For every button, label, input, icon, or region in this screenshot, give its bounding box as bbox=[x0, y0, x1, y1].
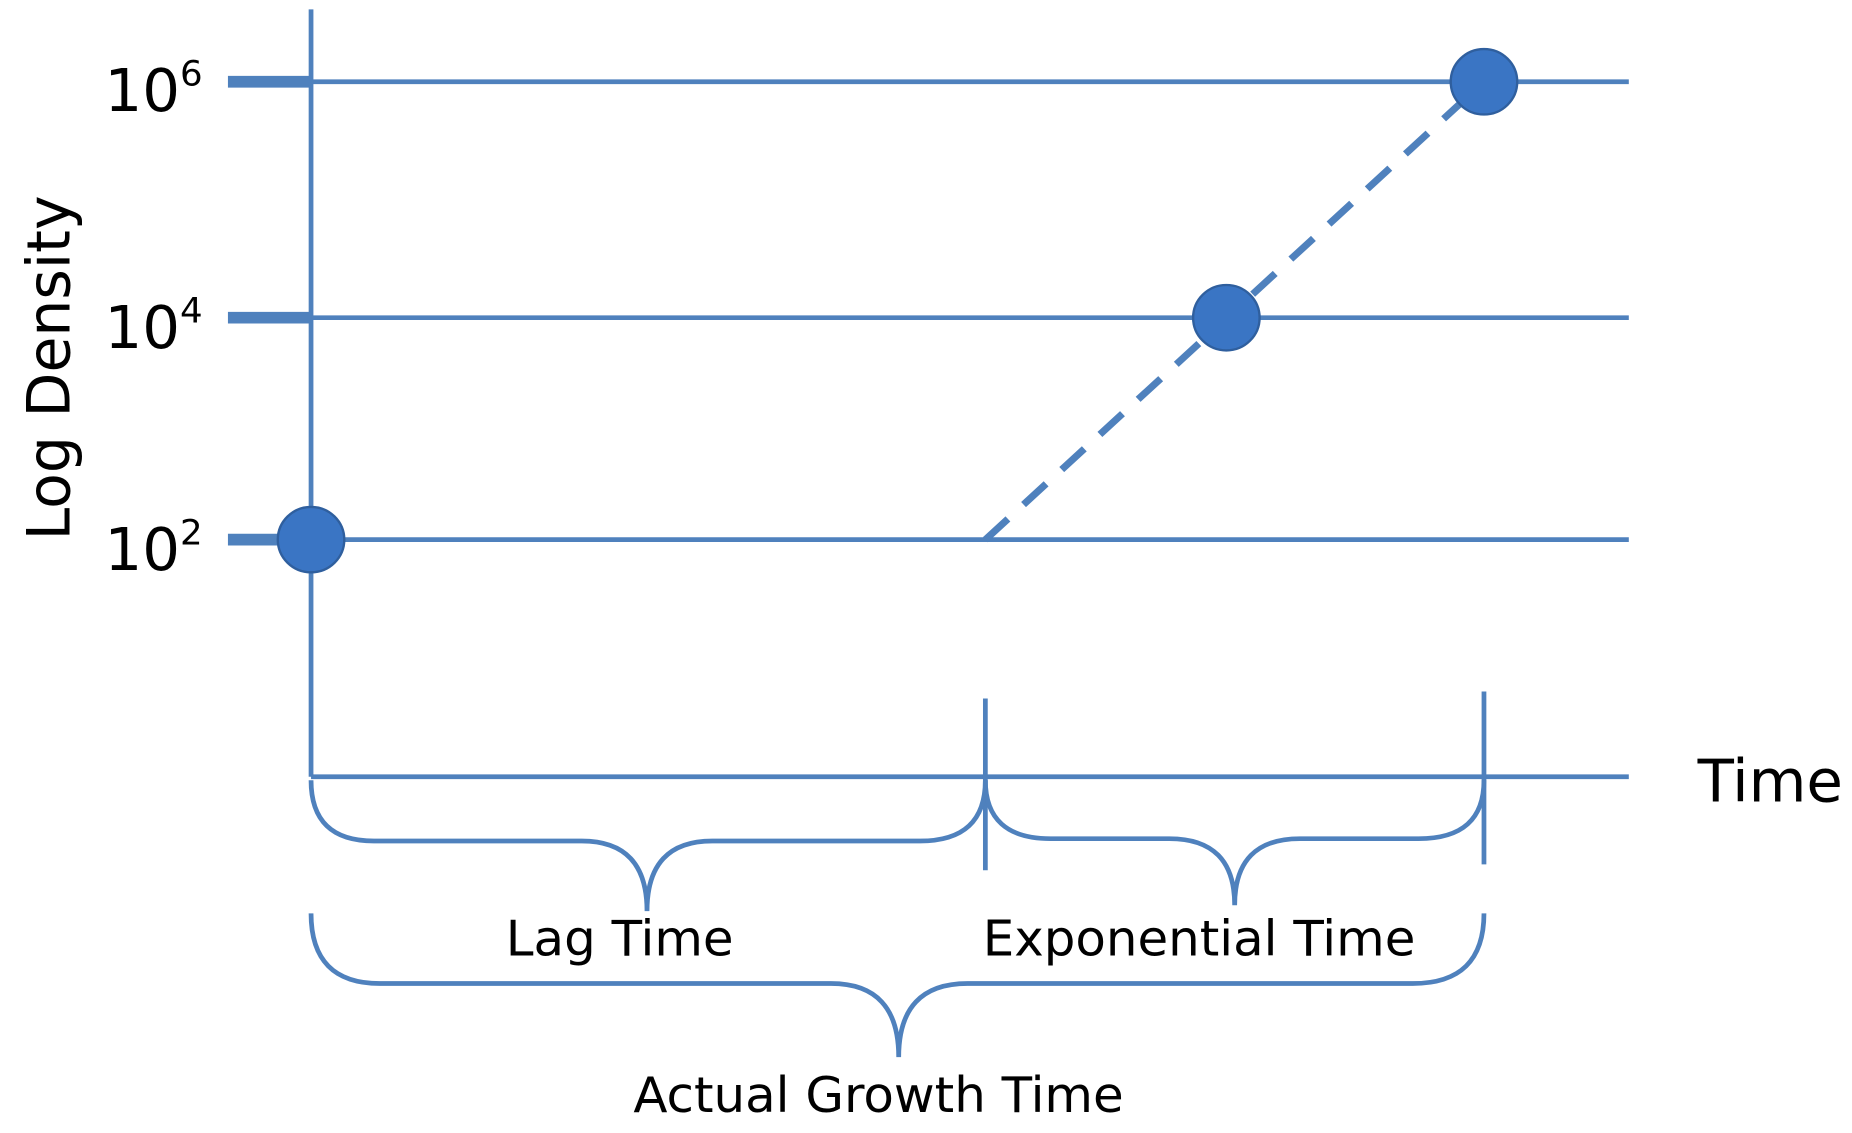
x-axis-label: Time bbox=[1697, 747, 1843, 815]
tick-label: 104 bbox=[104, 291, 202, 362]
brace-label: Lag Time bbox=[506, 910, 734, 968]
tick-exponent: 6 bbox=[180, 54, 203, 95]
tick-label: 106 bbox=[104, 54, 202, 125]
point bbox=[276, 505, 346, 574]
y-axis-label: Log Density bbox=[14, 195, 84, 540]
tick-base: 10 bbox=[104, 515, 180, 583]
brace bbox=[308, 780, 988, 912]
brace bbox=[308, 913, 1487, 1058]
tick-exponent: 2 bbox=[180, 513, 203, 554]
brace bbox=[982, 780, 1487, 906]
brace-label: Exponential Time bbox=[983, 910, 1416, 968]
point bbox=[1449, 47, 1519, 116]
tick-exponent: 4 bbox=[180, 291, 203, 332]
tick-base: 10 bbox=[104, 294, 180, 362]
point bbox=[1191, 283, 1261, 352]
brace-label: Actual Growth Time bbox=[633, 1066, 1123, 1124]
tick-base: 10 bbox=[104, 56, 180, 124]
tick-label: 102 bbox=[104, 513, 202, 584]
